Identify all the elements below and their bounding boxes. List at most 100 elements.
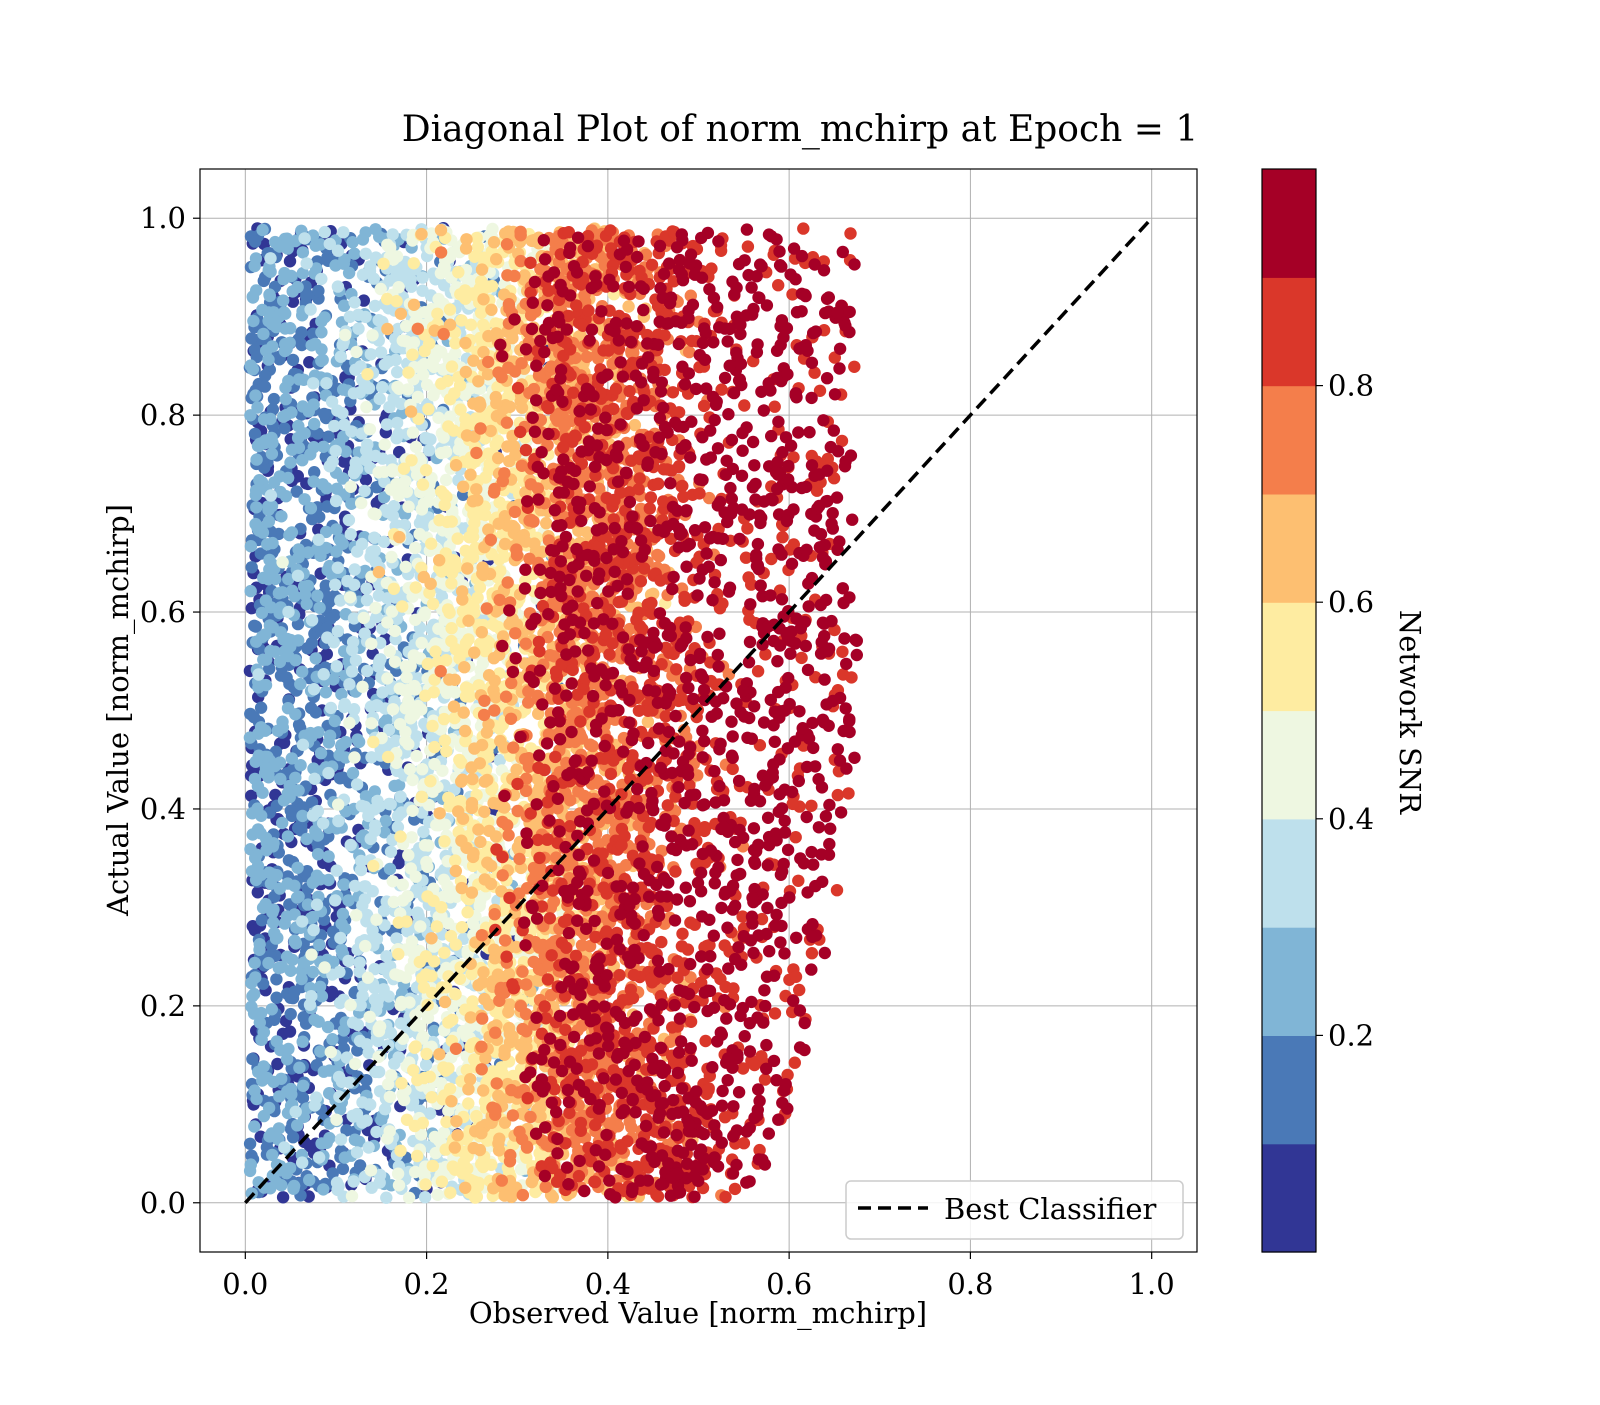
chart-title: Diagonal Plot of norm_mchirp at Epoch = …: [402, 109, 1199, 150]
scatter-point: [286, 752, 298, 764]
scatter-point: [298, 232, 310, 244]
scatter-point: [395, 308, 407, 320]
scatter-point: [263, 264, 275, 276]
scatter-point: [389, 656, 401, 668]
scatter-point: [331, 404, 343, 416]
scatter-point: [326, 1033, 338, 1045]
scatter-point: [426, 1091, 438, 1103]
scatter-point: [355, 497, 367, 509]
scatter-point: [453, 754, 465, 766]
scatter-point: [460, 690, 472, 702]
scatter-point: [259, 369, 271, 381]
scatter-point: [365, 751, 377, 763]
scatter-point: [445, 930, 457, 942]
scatter-point: [377, 983, 389, 995]
scatter-point: [342, 894, 354, 906]
scatter-point: [368, 532, 380, 544]
scatter-point: [262, 771, 274, 783]
scatter-point: [456, 921, 468, 933]
scatter-point: [266, 318, 278, 330]
scatter-point: [351, 1146, 363, 1158]
scatter-point: [396, 600, 408, 612]
scatter-point: [465, 1011, 477, 1023]
scatter-point: [250, 284, 262, 296]
scatter-point: [420, 856, 432, 868]
scatter-point: [477, 293, 489, 305]
scatter-point: [365, 348, 377, 360]
scatter-point: [293, 1062, 305, 1074]
scatter-point: [401, 269, 413, 281]
scatter-point: [329, 894, 341, 906]
scatter-point: [416, 791, 428, 803]
scatter-point: [339, 329, 351, 341]
scatter-point: [319, 961, 331, 973]
scatter-point: [309, 773, 321, 785]
scatter-point: [431, 920, 443, 932]
scatter-point: [317, 441, 329, 453]
scatter-point: [282, 877, 294, 889]
scatter-point: [292, 634, 304, 646]
scatter-point: [304, 999, 316, 1011]
scatter-point: [248, 1120, 260, 1132]
scatter-point: [392, 1168, 404, 1180]
scatter-point: [332, 280, 344, 292]
scatter-point: [279, 268, 291, 280]
scatter-point: [419, 690, 431, 702]
scatter-point: [450, 459, 462, 471]
scatter-point: [411, 1150, 423, 1162]
scatter-point: [306, 614, 318, 626]
scatter-point: [540, 517, 552, 529]
scatter-point: [245, 332, 257, 344]
scatter-point: [254, 938, 266, 950]
scatter-point: [385, 798, 397, 810]
scatter-point: [380, 815, 392, 827]
scatter-point: [444, 393, 456, 405]
scatter-point: [297, 1036, 309, 1048]
scatter-point: [382, 1078, 394, 1090]
scatter-point: [331, 1177, 343, 1189]
scatter-point: [526, 235, 538, 247]
scatter-point: [284, 322, 296, 334]
scatter-point: [263, 515, 275, 527]
scatter-point: [312, 285, 324, 297]
scatter-point: [264, 252, 276, 264]
scatter-point: [408, 649, 420, 661]
scatter-point: [292, 420, 304, 432]
scatter-point: [387, 703, 399, 715]
scatter-point: [261, 538, 273, 550]
scatter-point: [415, 228, 427, 240]
scatter-point: [402, 366, 414, 378]
scatter-point: [449, 1164, 461, 1176]
scatter-point: [441, 516, 453, 528]
scatter-point: [445, 1095, 457, 1107]
scatter-point: [393, 531, 405, 543]
scatter-point: [393, 970, 405, 982]
scatter-point: [417, 478, 429, 490]
scatter-point: [406, 774, 418, 786]
scatter-point: [439, 499, 451, 511]
scatter-point: [410, 581, 422, 593]
scatter-point: [320, 686, 332, 698]
scatter-point: [406, 831, 418, 843]
scatter-point: [269, 760, 281, 772]
scatter-point: [462, 1097, 474, 1109]
scatter-point: [345, 481, 357, 493]
scatter-point: [278, 422, 290, 434]
scatter-point: [261, 1072, 273, 1084]
scatter-point: [352, 323, 364, 335]
scatter-point: [256, 1034, 268, 1046]
scatter-point: [246, 990, 258, 1002]
scatter-point: [313, 1016, 325, 1028]
scatter-point: [249, 235, 261, 247]
scatter-point: [442, 420, 454, 432]
scatter-point: [256, 224, 268, 236]
scatter-point: [440, 745, 452, 757]
scatter-point: [296, 915, 308, 927]
scatter-point: [255, 1007, 267, 1019]
scatter-point: [465, 761, 477, 773]
scatter-point: [320, 377, 332, 389]
scatter-point: [410, 750, 422, 762]
scatter-point: [262, 504, 274, 516]
scatter-point: [360, 582, 372, 594]
scatter-point: [388, 583, 400, 595]
